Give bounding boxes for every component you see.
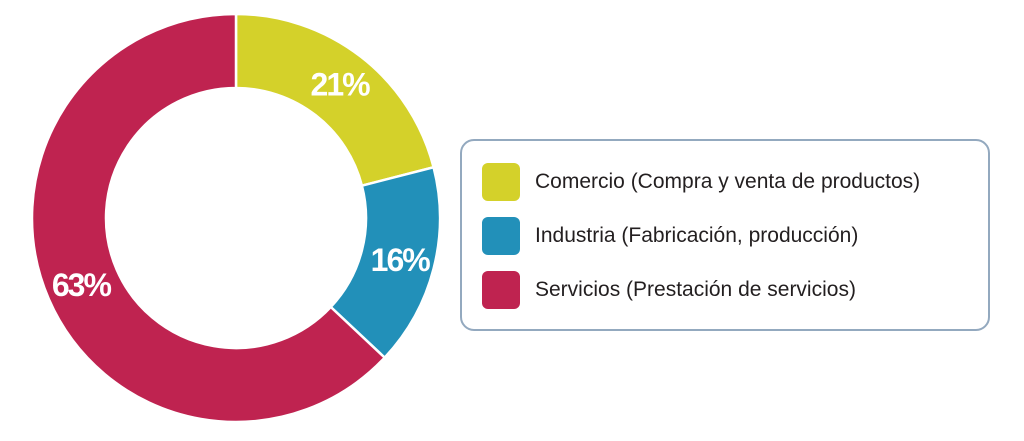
donut-data-labels: 21% 16% 63% — [52, 66, 432, 303]
legend-item-comercio: Comercio (Compra y venta de productos) — [482, 163, 920, 201]
legend-swatch-comercio — [482, 163, 520, 201]
legend-item-industria: Industria (Fabricación, producción) — [482, 217, 858, 255]
legend-label-comercio: Comercio (Compra y venta de productos) — [535, 170, 921, 193]
data-label-industria: 16% — [371, 242, 431, 278]
data-label-comercio: 21% — [311, 66, 371, 102]
donut-slices — [30, 12, 442, 424]
legend-item-servicios: Servicios (Prestación de servicios) — [482, 271, 856, 309]
slice-servicios — [30, 12, 387, 424]
data-label-servicios: 63% — [52, 267, 112, 303]
legend-label-industria: Industria (Fabricación, producción) — [535, 224, 859, 247]
legend-swatch-industria — [482, 217, 520, 255]
legend: Comercio (Compra y venta de productos) I… — [460, 139, 990, 331]
legend-label-servicios: Servicios (Prestación de servicios) — [535, 278, 856, 301]
legend-swatch-servicios — [482, 271, 520, 309]
